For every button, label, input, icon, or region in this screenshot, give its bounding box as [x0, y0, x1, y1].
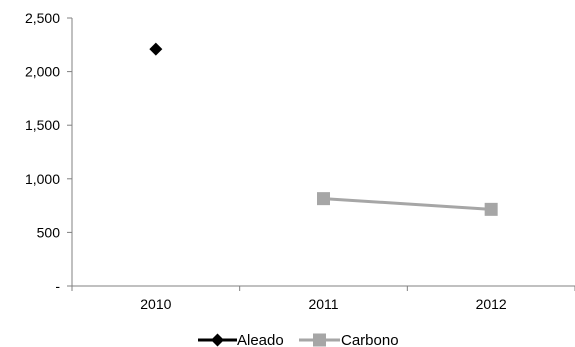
legend-item-carbono: Carbono: [299, 332, 399, 347]
legend-item-aleado: Aleado: [198, 332, 284, 347]
y-tick-label: -: [55, 278, 60, 294]
x-tick-label: 2011: [308, 296, 338, 312]
y-tick-label: 2,500: [25, 10, 60, 26]
x-tick-label: 2012: [476, 296, 507, 312]
y-tick-label: 2,000: [25, 64, 60, 80]
data-point-aleado: [149, 42, 163, 56]
y-tick-label: 500: [37, 224, 61, 240]
legend: Aleado Carbono: [198, 332, 399, 347]
series-aleado: [149, 42, 163, 56]
series-carbono: [317, 192, 498, 216]
y-axis-ticks: - 500 1,000 1,500 2,000 2,500: [25, 10, 72, 294]
data-point-carbono: [484, 202, 498, 216]
data-point-carbono: [317, 192, 330, 206]
y-tick-label: 1,500: [25, 117, 60, 133]
legend-swatch-marker: [211, 333, 224, 347]
y-tick-label: 1,000: [25, 171, 60, 187]
legend-label: Aleado: [237, 332, 284, 347]
legend-swatch-marker: [313, 333, 326, 347]
x-tick-label: 2010: [140, 296, 171, 312]
axes: [71, 18, 575, 287]
x-axis-ticks: 2010 2011 2012: [71, 286, 575, 312]
series-layer: [149, 42, 498, 216]
series-line-carbono: [323, 197, 492, 211]
legend-label: Carbono: [341, 332, 399, 347]
